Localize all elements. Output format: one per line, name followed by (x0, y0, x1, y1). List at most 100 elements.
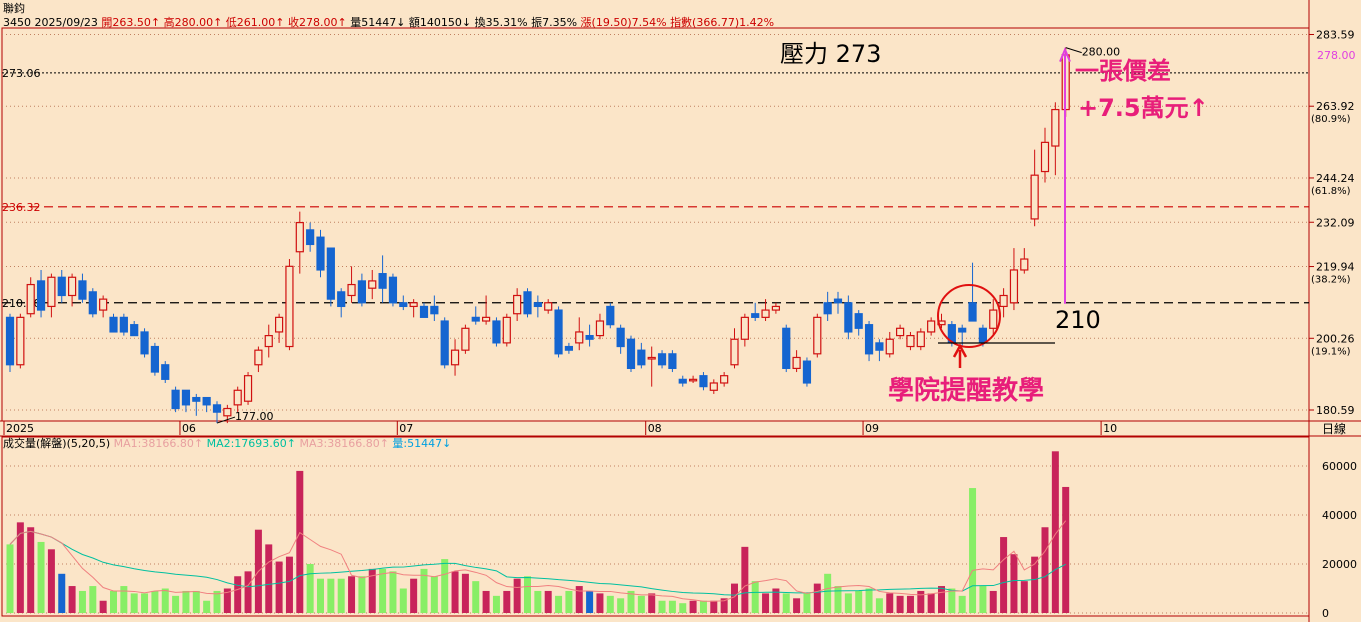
candle-body (368, 280, 377, 289)
volume-bar (285, 556, 293, 613)
volume-bar (1020, 581, 1028, 613)
volume-tick-label: 0 (1322, 607, 1329, 620)
quote-field: 額140150↓ (408, 16, 475, 29)
candle-body (295, 221, 304, 253)
quote-field: 高280.00↑ (163, 16, 226, 29)
volume-bar (451, 571, 459, 613)
price-tick-label: 283.59 (1316, 29, 1355, 42)
candle-body (688, 378, 698, 382)
candle-body (316, 236, 325, 271)
current-price-label: 278.00 (1317, 49, 1356, 62)
candle-body (564, 345, 574, 351)
volume-bar (668, 600, 676, 613)
candle-body (326, 247, 335, 300)
volume-ma1-line (9, 520, 1067, 602)
candle-body (833, 298, 843, 304)
volume-bar (306, 564, 314, 613)
candle-body (533, 302, 542, 308)
price-tick-label: 263.92 (1316, 100, 1355, 113)
volume-bar (348, 576, 356, 613)
price-diff-line2: +7.5萬元↑ (1078, 94, 1209, 122)
highlight-arrowhead (952, 343, 968, 358)
volume-bar (317, 578, 324, 613)
volume-bar (751, 581, 759, 613)
volume-header-field: 量:51447↓ (389, 437, 451, 450)
candle-body (388, 276, 398, 304)
candle-body (751, 313, 760, 318)
volume-bar (151, 590, 159, 613)
volume-bar (1041, 527, 1049, 613)
volume-bar (586, 590, 594, 613)
volume-bar (782, 593, 790, 613)
candle-body (637, 349, 646, 366)
volume-bar (834, 586, 842, 613)
candle-body (885, 338, 894, 355)
candle-body (223, 407, 232, 417)
candle-body (88, 291, 97, 315)
volume-bar (244, 571, 252, 613)
candle-body (720, 375, 729, 384)
candle-body (5, 316, 15, 366)
candle-body (57, 276, 66, 297)
candle-body (906, 334, 915, 348)
reference-line-label: 273.06 (2, 67, 41, 80)
candle-body (430, 305, 439, 315)
price-panel-frame (1, 27, 1310, 422)
candle-body (78, 280, 87, 300)
volume-bar (68, 586, 76, 613)
volume-bar (6, 544, 14, 613)
month-label: 10 (1103, 422, 1117, 435)
volume-bar (1000, 537, 1008, 613)
level-210-annotation: 210 (1055, 306, 1101, 334)
high-marker-label: 280.00 (1082, 46, 1121, 59)
candle-body (254, 349, 263, 366)
volume-bar (1031, 556, 1039, 613)
volume-bar (368, 568, 376, 613)
volume-bar (503, 590, 511, 613)
highlight-circle (937, 284, 1001, 348)
volume-bar (855, 590, 863, 613)
price-tick-sublabel: (38.2%) (1311, 275, 1351, 286)
volume-bar (896, 595, 904, 613)
volume-bar (938, 586, 945, 613)
price-tick-label: 244.24 (1316, 172, 1355, 185)
volume-bar (327, 578, 335, 613)
time-unit-label: 日線 (1322, 421, 1346, 436)
volume-bar (1062, 486, 1070, 613)
price-tick-label: 200.26 (1316, 332, 1355, 345)
price-tick-label: 180.59 (1316, 404, 1355, 417)
volume-tick-label: 60000 (1322, 460, 1357, 473)
candle-body (668, 353, 677, 370)
volume-bar (89, 586, 97, 613)
candle-body (378, 273, 387, 289)
volume-bar (741, 546, 749, 613)
candle-body (482, 316, 491, 322)
volume-bar (699, 600, 707, 613)
price-diff-line1: 一張價差 (1075, 57, 1171, 85)
candle-body (99, 298, 108, 311)
quote-field: 低261.00↑ (225, 16, 288, 29)
volume-bar (824, 573, 832, 613)
candle-body (792, 356, 801, 370)
volume-header-field: 成交量(解盤)(5,20,5) (3, 436, 114, 450)
month-label: 07 (399, 422, 413, 435)
candle-body (502, 316, 511, 344)
price-diff-arrowhead (1059, 46, 1071, 62)
candle-body (513, 294, 522, 315)
volume-bar (575, 586, 583, 613)
price-tick-sublabel: (80.9%) (1311, 114, 1351, 125)
volume-header-field: MA1:38166.80↑ (114, 437, 203, 450)
candle-body (471, 316, 480, 322)
candle-body (958, 327, 967, 333)
candle-body (1020, 258, 1029, 271)
volume-bar (513, 578, 521, 613)
candle-body (895, 327, 905, 337)
candle-body (730, 338, 739, 366)
volume-bar (182, 590, 190, 613)
volume-bar (410, 578, 418, 613)
candle-body (1051, 108, 1060, 147)
volume-bar (37, 541, 45, 613)
candle-body (419, 305, 429, 318)
